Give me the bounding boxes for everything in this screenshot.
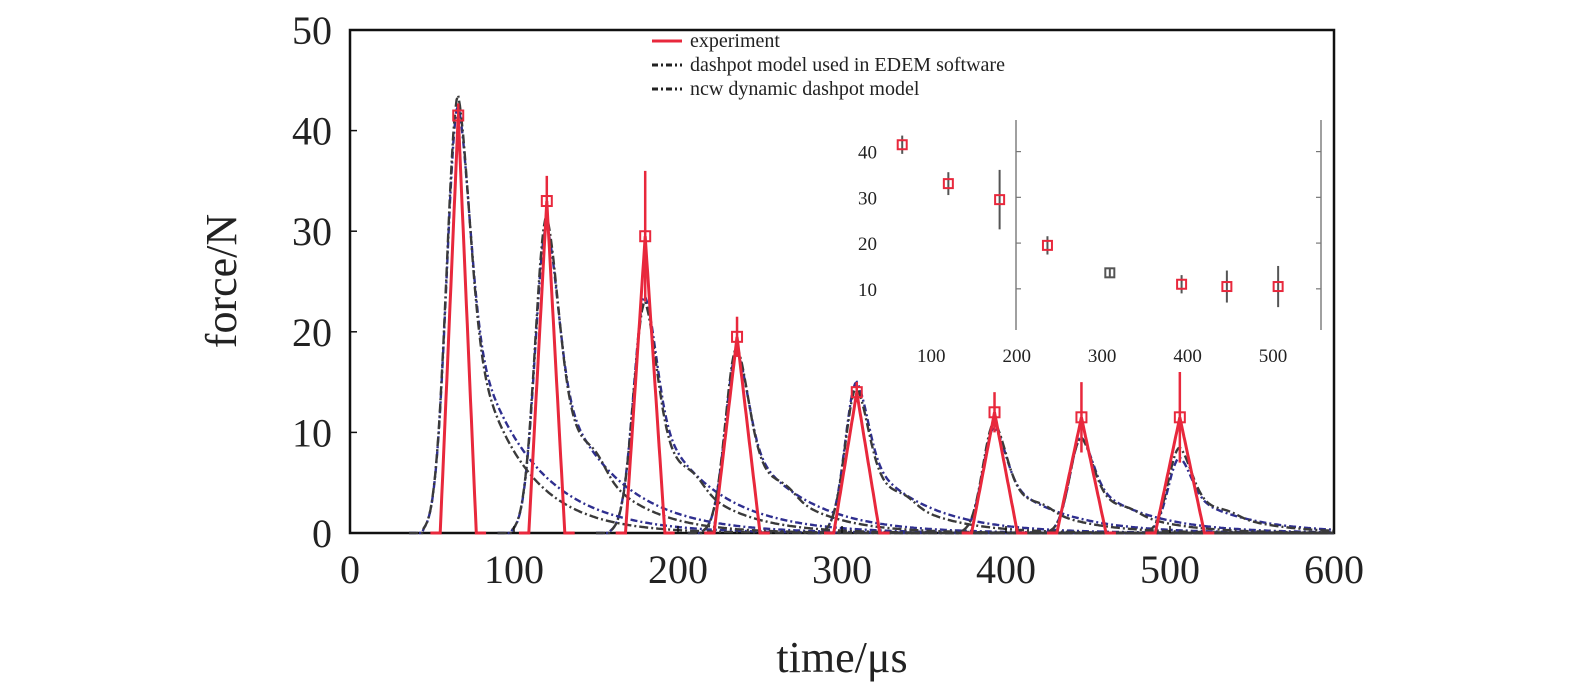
inset-x-tick-label: 100 bbox=[917, 346, 946, 367]
legend-label: experiment bbox=[690, 30, 780, 52]
inset-point bbox=[942, 178, 954, 190]
curves bbox=[409, 90, 1335, 535]
x-tick-label: 0 bbox=[340, 547, 360, 592]
inset-x-tick-label: 400 bbox=[1173, 346, 1202, 367]
inset-point bbox=[1104, 267, 1116, 279]
y-tick-label: 30 bbox=[292, 209, 332, 254]
x-tick-label: 100 bbox=[484, 547, 544, 592]
ncw-model-pulse-5 bbox=[807, 385, 1334, 535]
y-tick-label: 20 bbox=[292, 310, 332, 355]
y-tick-label: 40 bbox=[292, 109, 332, 154]
edem-model-pulse-8 bbox=[1130, 456, 1335, 535]
inset-y-tick-label: 30 bbox=[858, 188, 877, 209]
ncw-model-pulse-4 bbox=[687, 344, 1334, 535]
inset-x-tick-label: 300 bbox=[1088, 346, 1117, 367]
inset-point bbox=[1041, 239, 1053, 251]
x-tick-label: 300 bbox=[812, 547, 872, 592]
inset-point bbox=[994, 194, 1006, 206]
inset-point bbox=[1221, 281, 1233, 293]
inset-x-tick-label: 200 bbox=[1002, 346, 1031, 367]
experiment-peak-marker bbox=[1173, 411, 1186, 424]
y-axis-title: force/N bbox=[197, 214, 246, 348]
ncw-model-pulse-8 bbox=[1130, 445, 1334, 535]
x-tick-label: 200 bbox=[648, 547, 708, 592]
y-ticks: 0 10 20 30 40 50 bbox=[292, 8, 357, 556]
inset-y-tick-label: 40 bbox=[858, 143, 877, 164]
legend-label: dashpot model used in EDEM software bbox=[690, 54, 1005, 76]
experiment-peak-marker bbox=[540, 195, 553, 208]
inset-x-tick-label: 500 bbox=[1259, 346, 1288, 367]
inset-point bbox=[1176, 278, 1188, 290]
x-tick-label: 600 bbox=[1304, 547, 1364, 592]
y-tick-label: 0 bbox=[312, 511, 332, 556]
experiment-peak-marker bbox=[1075, 411, 1088, 424]
inset-point bbox=[1272, 281, 1284, 293]
y-tick-label: 50 bbox=[292, 8, 332, 53]
inset-point bbox=[896, 139, 908, 151]
experiment-peak-marker bbox=[452, 109, 465, 122]
x-tick-label: 400 bbox=[976, 547, 1036, 592]
legend-label: ncw dynamic dashpot model bbox=[690, 78, 920, 100]
x-axis-title: time/μs bbox=[776, 633, 907, 682]
inset-background bbox=[850, 110, 1330, 365]
experiment-peak-marker bbox=[639, 230, 652, 243]
x-ticks: 0 100 200 300 400 500 600 bbox=[340, 526, 1364, 592]
edem-model-pulse-5 bbox=[807, 380, 1334, 535]
experiment-peak-marker bbox=[988, 406, 1001, 419]
y-tick-label: 10 bbox=[292, 410, 332, 455]
inset-y-tick-label: 10 bbox=[858, 280, 877, 301]
x-tick-label: 500 bbox=[1140, 547, 1200, 592]
experiment-peak-marker bbox=[731, 330, 744, 343]
inset-y-tick-label: 20 bbox=[858, 234, 877, 255]
inset-chart: 10 20 30 40 100 200 300 400 500 bbox=[850, 110, 1330, 367]
experiment-peak-marker bbox=[850, 386, 863, 399]
